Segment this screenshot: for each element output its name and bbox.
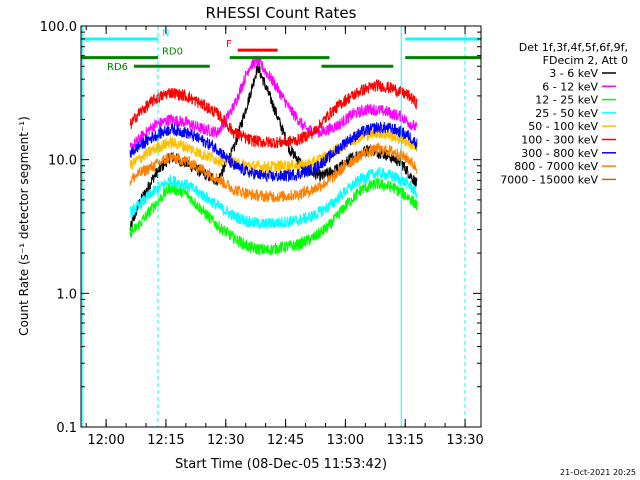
series-line-8 xyxy=(129,141,418,203)
legend-label-5: 50 - 100 keV xyxy=(528,120,598,133)
x-tick-label-5: 13:00 xyxy=(327,433,364,448)
flag-label-f: F xyxy=(226,39,232,50)
legend-label-8: 800 - 7000 keV xyxy=(514,160,598,173)
legend-label-7: 300 - 800 keV xyxy=(521,147,598,160)
legend-header-2: FDecim 2, Att 0 xyxy=(543,54,628,67)
legend-label-3: 12 - 25 keV xyxy=(535,94,598,107)
legend-header-1: Det 1f,3f,4f,5f,6f,9f, xyxy=(519,41,628,54)
x-tick-label-1: 12:00 xyxy=(87,433,124,448)
x-tick-label-2: 12:15 xyxy=(147,433,184,448)
legend-label-1: 3 - 6 keV xyxy=(549,67,598,80)
y-tick-label-2: 1.0 xyxy=(56,287,77,302)
x-axis-label: Start Time (08-Dec-05 11:53:42) xyxy=(175,457,387,472)
x-tick-label-3: 12:30 xyxy=(207,433,244,448)
y-tick-label-3: 10.0 xyxy=(48,154,77,169)
y-axis-label: Count Rate (s⁻¹ detector segment⁻¹) xyxy=(17,116,31,336)
flag-label-rd0: RD0 xyxy=(162,47,183,58)
series-line-3 xyxy=(129,177,418,257)
legend-label-9: 7000 - 15000 keV xyxy=(500,173,598,186)
series-line-4 xyxy=(129,166,418,230)
x-tick-label-7: 13:30 xyxy=(446,433,483,448)
series-line-7 xyxy=(129,121,418,183)
legend-label-4: 25 - 50 keV xyxy=(535,107,598,120)
flag-label-rd6: RD6 xyxy=(107,62,128,73)
series-line-6 xyxy=(129,78,418,149)
footer-date: 21-Oct-2021 20:25 xyxy=(560,468,636,477)
overlay-layer: NFRD0RD6 xyxy=(81,26,481,427)
legend: Det 1f,3f,4f,5f,6f,9f,FDecim 2, Att 03 -… xyxy=(500,41,628,186)
legend-label-2: 6 - 12 keV xyxy=(542,80,598,93)
series-layer xyxy=(129,55,418,257)
plot-frame xyxy=(80,25,482,428)
x-tick-label-6: 13:15 xyxy=(386,433,423,448)
y-tick-label-1: 0.1 xyxy=(56,421,77,436)
chart-title: RHESSI Count Rates xyxy=(206,4,357,22)
legend-label-6: 100 - 300 keV xyxy=(521,134,598,147)
axes-layer: 12:00 12:15 12:30 12:45 13:00 13:15 13:30 0.1 1.… xyxy=(40,20,484,448)
x-tick-label-4: 12:45 xyxy=(267,433,304,448)
y-tick-label-4: 100.0 xyxy=(40,20,77,35)
